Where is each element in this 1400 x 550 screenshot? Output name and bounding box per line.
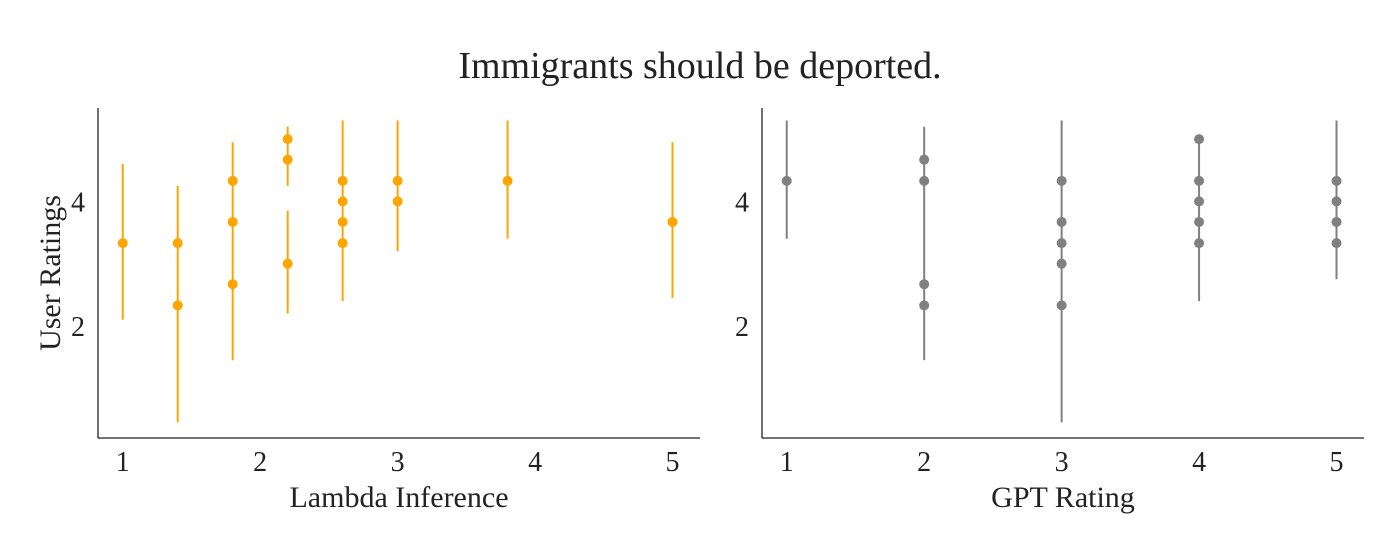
panel-1-y-tick-label: 2 bbox=[71, 312, 85, 343]
panel-1-data-point bbox=[173, 300, 183, 310]
panel-2-data-point bbox=[1194, 217, 1204, 227]
panel-2-data-point bbox=[1194, 134, 1204, 144]
panel-2-x-tick-label: 2 bbox=[917, 447, 931, 478]
panel-2-data-point bbox=[1332, 196, 1342, 206]
panel-2-data-point bbox=[1057, 217, 1067, 227]
panel-1-x-tick-label: 1 bbox=[116, 447, 130, 478]
panel-2-data-point bbox=[1057, 238, 1067, 248]
panel-1-data-point bbox=[503, 176, 513, 186]
panel-1-data-point bbox=[338, 238, 348, 248]
panel-1-x-tick-label: 2 bbox=[253, 447, 267, 478]
panel-2-x-tick-label: 3 bbox=[1055, 447, 1069, 478]
panel-2-x-tick-label: 1 bbox=[780, 447, 794, 478]
panel-1-x-tick-label: 4 bbox=[528, 447, 542, 478]
panel-2-data-point bbox=[1057, 259, 1067, 269]
panel-2-data-point bbox=[919, 279, 929, 289]
panel-1-data-point bbox=[228, 279, 238, 289]
panel-1-y-tick-label: 4 bbox=[71, 187, 85, 218]
panel-1-data-point bbox=[118, 238, 128, 248]
panel-1-data-point bbox=[338, 217, 348, 227]
panel-1-data-point bbox=[393, 196, 403, 206]
panel-1-data-point bbox=[228, 217, 238, 227]
panel-1-data-point bbox=[338, 176, 348, 186]
panel-2-data-point bbox=[919, 300, 929, 310]
panel-2-data-point bbox=[1194, 176, 1204, 186]
panel-1-x-axis-label: Lambda Inference bbox=[289, 481, 508, 514]
panel-1-data-point bbox=[283, 155, 293, 165]
panel-2-data-point bbox=[919, 155, 929, 165]
panel-2-y-tick-label: 4 bbox=[735, 187, 749, 218]
panel-2-data-point bbox=[919, 176, 929, 186]
panel-2-x-tick-label: 4 bbox=[1192, 447, 1206, 478]
panel-2-data-point bbox=[1332, 238, 1342, 248]
panel-2-data-point bbox=[1057, 300, 1067, 310]
panel-2-y-tick-label: 2 bbox=[735, 312, 749, 343]
panel-2-data-point bbox=[1332, 217, 1342, 227]
panel-1-data-point bbox=[283, 134, 293, 144]
panel-2-data-point bbox=[1057, 176, 1067, 186]
panel-1-data-point bbox=[338, 196, 348, 206]
panel-2-x-axis-label: GPT Rating bbox=[991, 481, 1135, 514]
panel-1-data-point bbox=[668, 217, 678, 227]
panel-1-data-point bbox=[173, 238, 183, 248]
panel-2-data-point bbox=[1332, 176, 1342, 186]
panel-1-y-axis-label: User Ratings bbox=[34, 195, 67, 351]
panel-1-data-point bbox=[393, 176, 403, 186]
panel-2-data-point bbox=[1194, 238, 1204, 248]
panel-2-data-point bbox=[1194, 196, 1204, 206]
panel-1-x-tick-label: 5 bbox=[666, 447, 680, 478]
panel-1-data-point bbox=[228, 176, 238, 186]
panel-1-data-point bbox=[283, 259, 293, 269]
panel-2-data-point bbox=[782, 176, 792, 186]
panel-2-x-tick-label: 5 bbox=[1330, 447, 1344, 478]
panel-1-x-tick-label: 3 bbox=[391, 447, 405, 478]
